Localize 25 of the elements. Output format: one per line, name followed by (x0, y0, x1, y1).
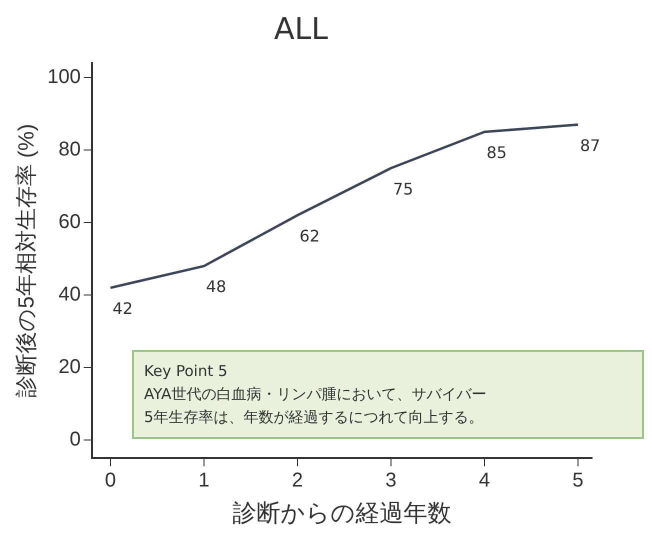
y-tick-label: 60 (58, 211, 81, 234)
data-label: 75 (392, 179, 414, 198)
x-tick-label: 0 (104, 470, 116, 492)
y-tick-label: 40 (58, 284, 81, 306)
x-axis-title: 診断からの経過年数 (232, 500, 452, 528)
x-tick-label: 2 (292, 470, 304, 492)
data-label: 85 (486, 143, 507, 162)
annotation: AYA世代の白血病・リンパ腫において、サバイバー (144, 384, 488, 405)
y-tick-label: 100 (47, 66, 81, 88)
annotation: Key Point 5 (144, 361, 229, 382)
x-tick-label: 1 (198, 470, 210, 492)
y-tick-label: 0 (70, 428, 81, 451)
data-label: 87 (580, 136, 600, 155)
chart-title: ALL (274, 12, 328, 47)
y-tick-label: 20 (58, 356, 81, 378)
data-label: 62 (299, 226, 320, 246)
x-tick-label: 5 (572, 470, 584, 492)
x-tick-label: 4 (478, 470, 490, 492)
data-label: 48 (206, 277, 226, 296)
annotation: 5年生存率は、年数が経過するにつれて向上する。 (144, 407, 485, 428)
x-tick-label: 3 (385, 470, 397, 492)
y-tick-label: 80 (58, 138, 81, 161)
note-box: Key Point 5 AYA世代の白血病・リンパ腫において、サバイバー 5年生存率は、年数が経過するにつれて向上する。 (132, 350, 644, 439)
y-axis-title: 診断後の5年相対生存率 (%) (13, 124, 38, 398)
data-label: 42 (112, 298, 133, 318)
